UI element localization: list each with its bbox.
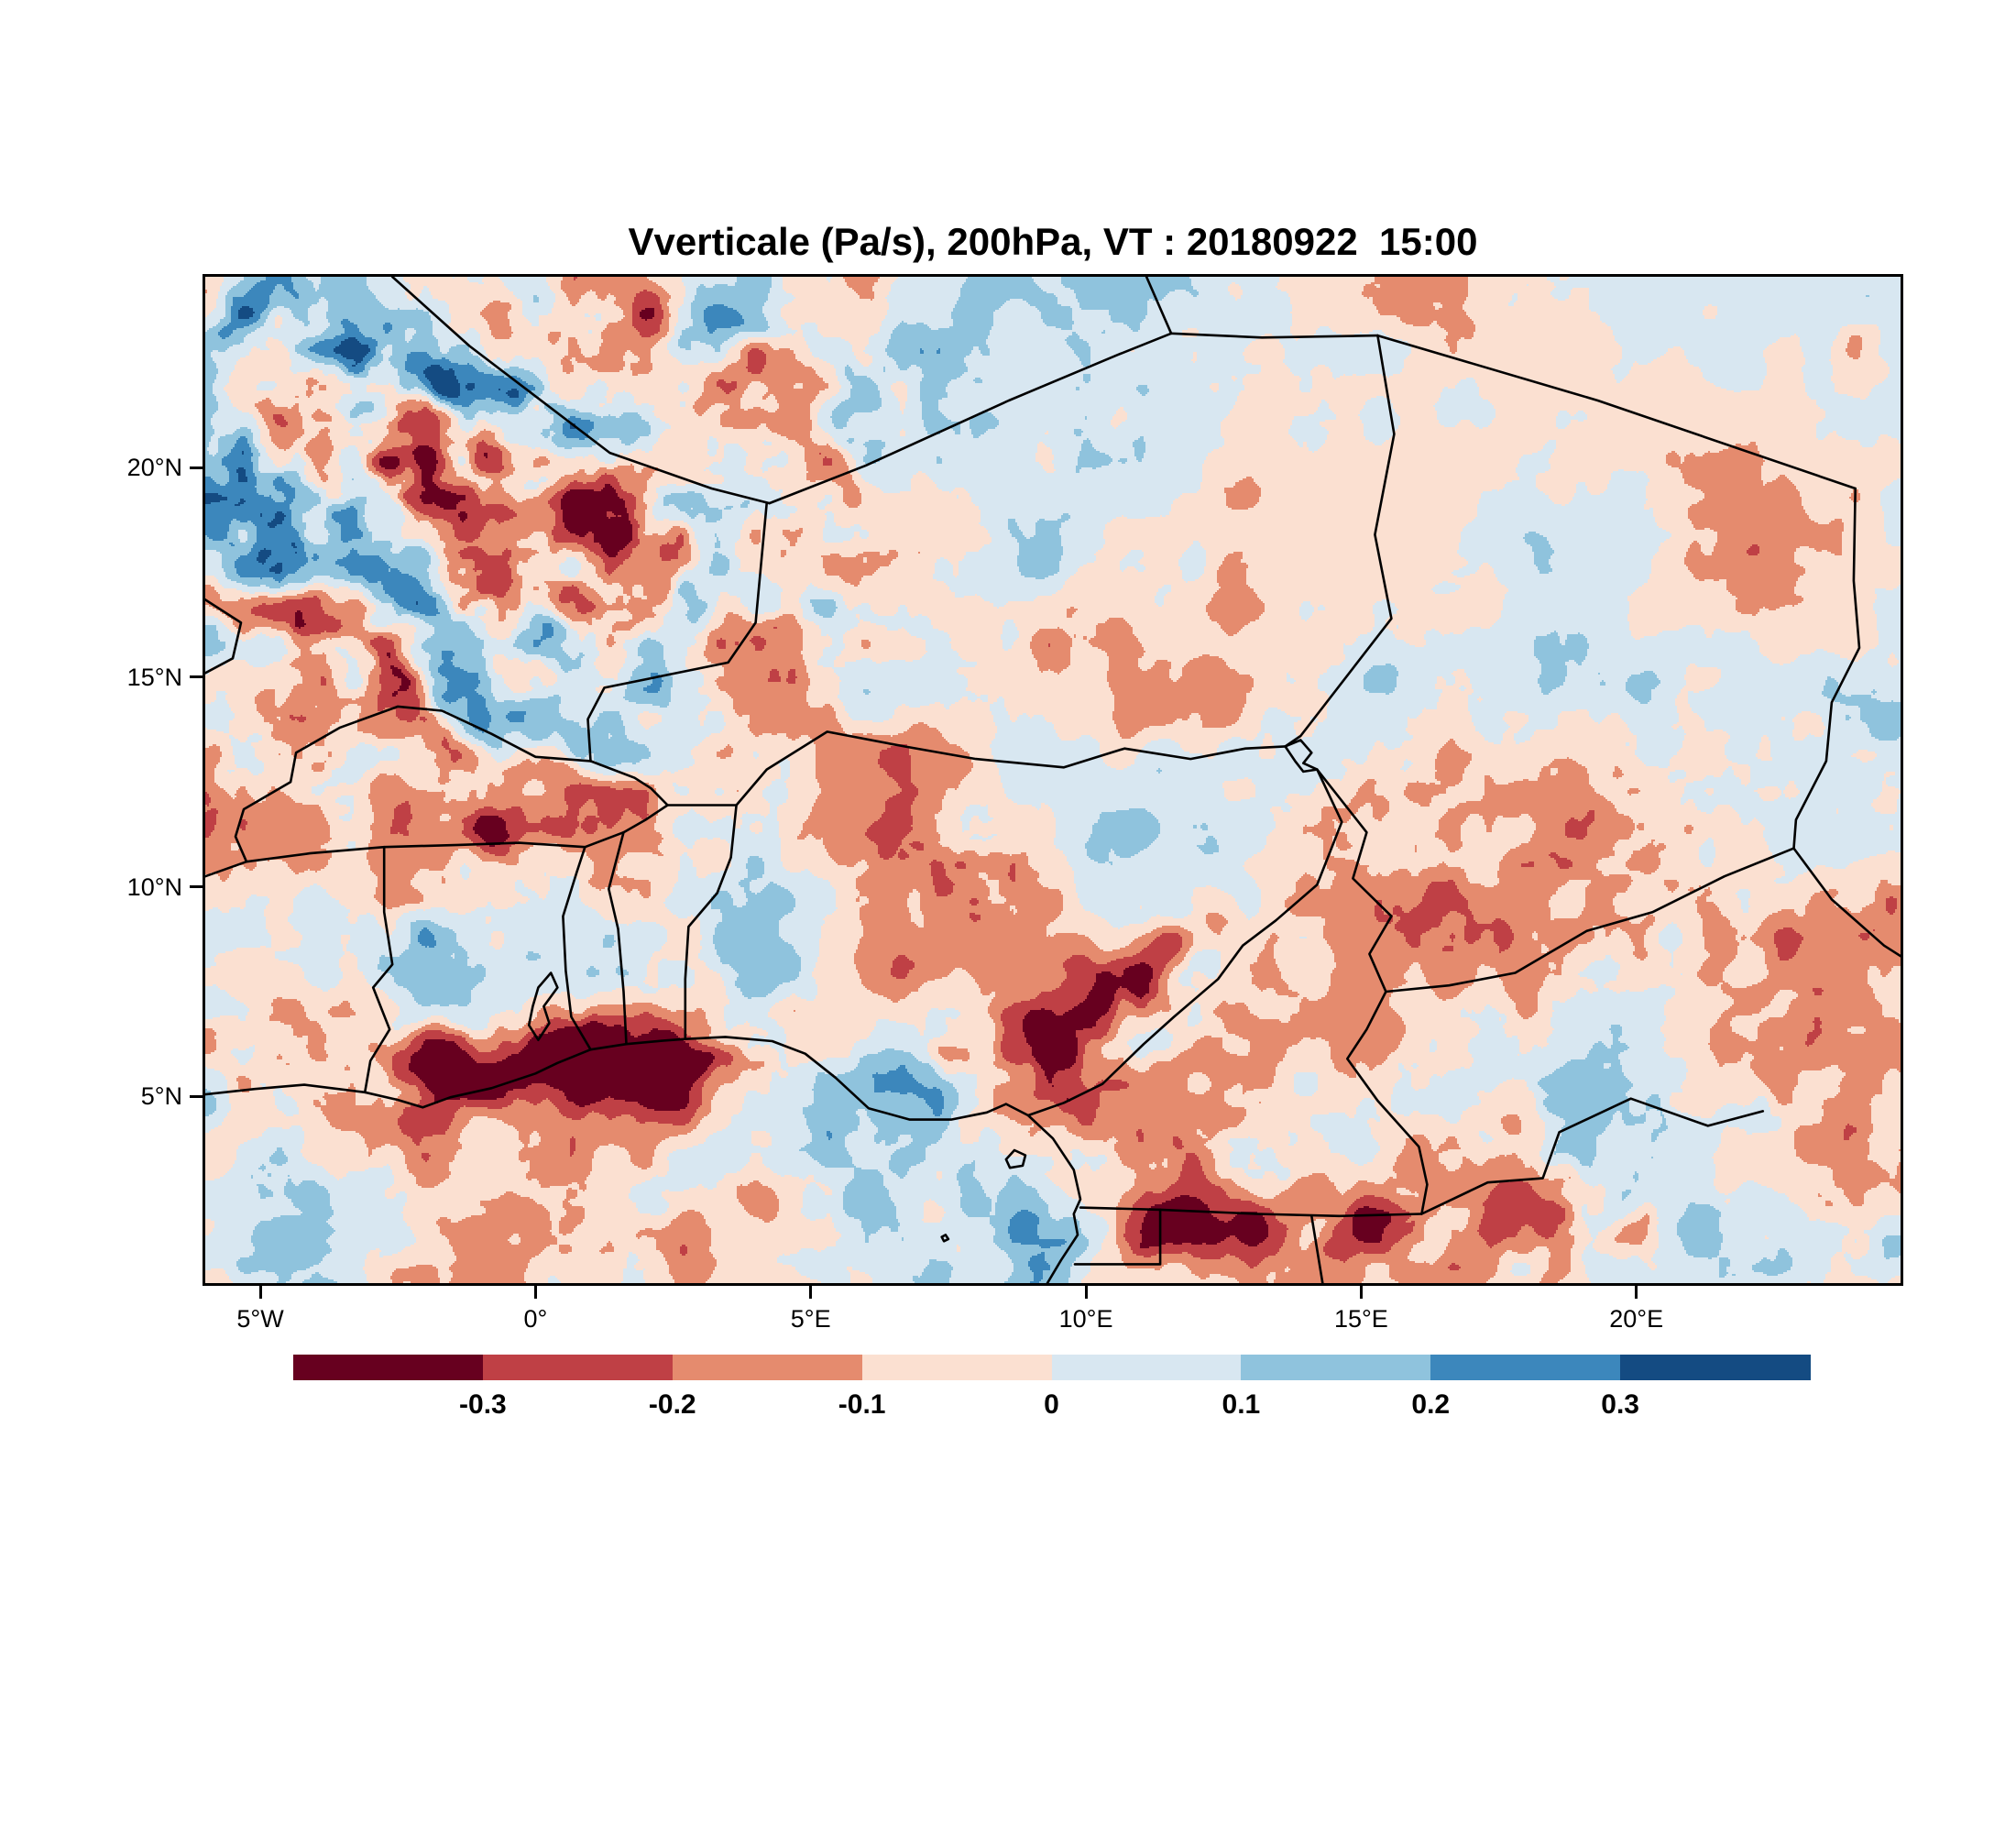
border-algeria-mali [390, 277, 772, 505]
colorbar-segment [1051, 1355, 1242, 1380]
x-tick-mark [1359, 1286, 1363, 1299]
border-mali-niger [586, 501, 769, 763]
x-tick-label: 0° [523, 1305, 548, 1333]
border-cote-divoire-ghana [363, 845, 394, 1094]
colorbar-segment [1430, 1355, 1621, 1380]
border-coastline-gulf-of-guinea [205, 1036, 1082, 1283]
x-tick-mark [258, 1286, 262, 1299]
border-bioko-island [1004, 1148, 1027, 1169]
colorbar-tick-label: 0 [1044, 1389, 1059, 1420]
border-cameroon-car [1346, 990, 1429, 1215]
x-tick-label: 5°E [790, 1305, 831, 1333]
y-tick-label: 15°N [126, 663, 182, 691]
x-tick-mark [533, 1286, 537, 1299]
colorbar [293, 1355, 1811, 1380]
border-algeria-niger [768, 332, 1173, 505]
y-tick-mark [190, 1094, 203, 1098]
colorbar-segment [1241, 1355, 1431, 1380]
x-tick-mark [1635, 1286, 1638, 1299]
x-tick-mark [1084, 1286, 1088, 1299]
colorbar-tick-label: -0.3 [459, 1389, 507, 1420]
colorbar-tick-label: 0.1 [1222, 1389, 1261, 1420]
colorbar-segment [293, 1355, 484, 1380]
border-cameroon-south [1079, 1206, 1423, 1218]
y-tick-mark [190, 885, 203, 889]
border-ghana-togo [562, 845, 592, 1051]
colorbar-segment [1620, 1355, 1811, 1380]
y-tick-mark [190, 466, 203, 469]
border-nigeria-cameroon [1026, 768, 1343, 1117]
colorbar-segment [482, 1355, 674, 1380]
border-mali-cote-divoire [205, 860, 248, 878]
border-mali-mauritania [205, 598, 243, 675]
chart-title: Vverticale (Pa/s), 200hPa, VT : 20180922… [628, 220, 1478, 263]
x-tick-label: 5°W [236, 1305, 284, 1333]
y-tick-label: 10°N [126, 873, 182, 901]
border-principe-island [940, 1234, 950, 1243]
border-togo-benin [607, 830, 628, 1046]
border-chad-sudan [1792, 487, 1861, 850]
border-algeria-libya [1145, 277, 1173, 335]
colorbar-segment [861, 1355, 1053, 1380]
border-libya-niger [1169, 332, 1379, 339]
contour-field-canvas [205, 277, 1901, 1283]
colorbar-tick-label: 0.2 [1411, 1389, 1451, 1420]
y-tick-mark [190, 675, 203, 679]
x-tick-label: 10°E [1058, 1305, 1113, 1333]
y-tick-label: 20°N [126, 454, 182, 482]
country-borders-overlay [205, 277, 1901, 1283]
x-tick-mark [809, 1286, 813, 1299]
border-gabon-congo [1310, 1214, 1324, 1283]
colorbar-tick-label: 0.3 [1601, 1389, 1639, 1420]
border-burkina-south [245, 804, 669, 863]
map-plot-area [203, 274, 1903, 1286]
border-chad-cameroon [1316, 768, 1393, 993]
colorbar-segment [672, 1355, 863, 1380]
border-lake-volta [527, 971, 559, 1042]
x-tick-label: 20°E [1609, 1305, 1664, 1333]
border-niger-nigeria [666, 730, 1287, 807]
border-burkina-niger [589, 760, 669, 807]
colorbar-tick-label: -0.2 [648, 1389, 696, 1420]
border-niger-chad [1284, 334, 1396, 748]
border-mali-burkina [234, 705, 592, 863]
border-lake-chad [1284, 739, 1319, 774]
border-chad-car [1385, 847, 1795, 993]
border-sudan-car [1792, 847, 1901, 958]
colorbar-tick-label: -0.1 [838, 1389, 886, 1420]
border-equatorial-guinea [1073, 1208, 1162, 1266]
border-libya-chad [1376, 334, 1857, 490]
border-benin-nigeria [684, 804, 738, 1041]
y-tick-label: 5°N [140, 1082, 182, 1111]
x-tick-label: 15°E [1333, 1305, 1388, 1333]
border-car-drc [1420, 1097, 1765, 1215]
